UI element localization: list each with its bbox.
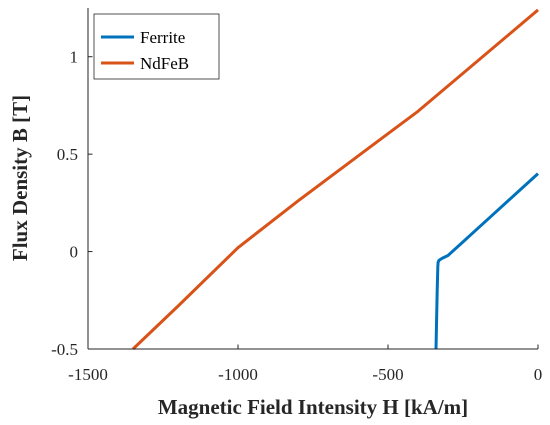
y-axis-label: Flux Density B [T] <box>8 95 32 261</box>
legend: Ferrite NdFeB <box>93 13 220 80</box>
y-tick-label: 0 <box>70 243 79 262</box>
y-tick-label: -0.5 <box>51 340 78 359</box>
legend-box <box>93 13 220 80</box>
legend-ndfeb-label: NdFeB <box>140 54 189 73</box>
series-line-ferrite <box>434 172 540 350</box>
tick-layer: -1500 -1000 -500 0 -0.5 0 0.5 1 <box>51 48 542 384</box>
y-tick-label: 0.5 <box>57 145 78 164</box>
x-axis-label: Magnetic Field Intensity H [kA/m] <box>158 395 468 419</box>
x-tick-label: -1500 <box>68 365 108 384</box>
x-tick-label: 0 <box>534 365 543 384</box>
x-tick-label: -500 <box>372 365 403 384</box>
x-tick-label: -1000 <box>218 365 258 384</box>
y-tick-label: 1 <box>70 48 79 67</box>
legend-ferrite-label: Ferrite <box>140 28 185 47</box>
series-layer <box>131 8 540 351</box>
series-line-ndfeb <box>131 8 539 351</box>
